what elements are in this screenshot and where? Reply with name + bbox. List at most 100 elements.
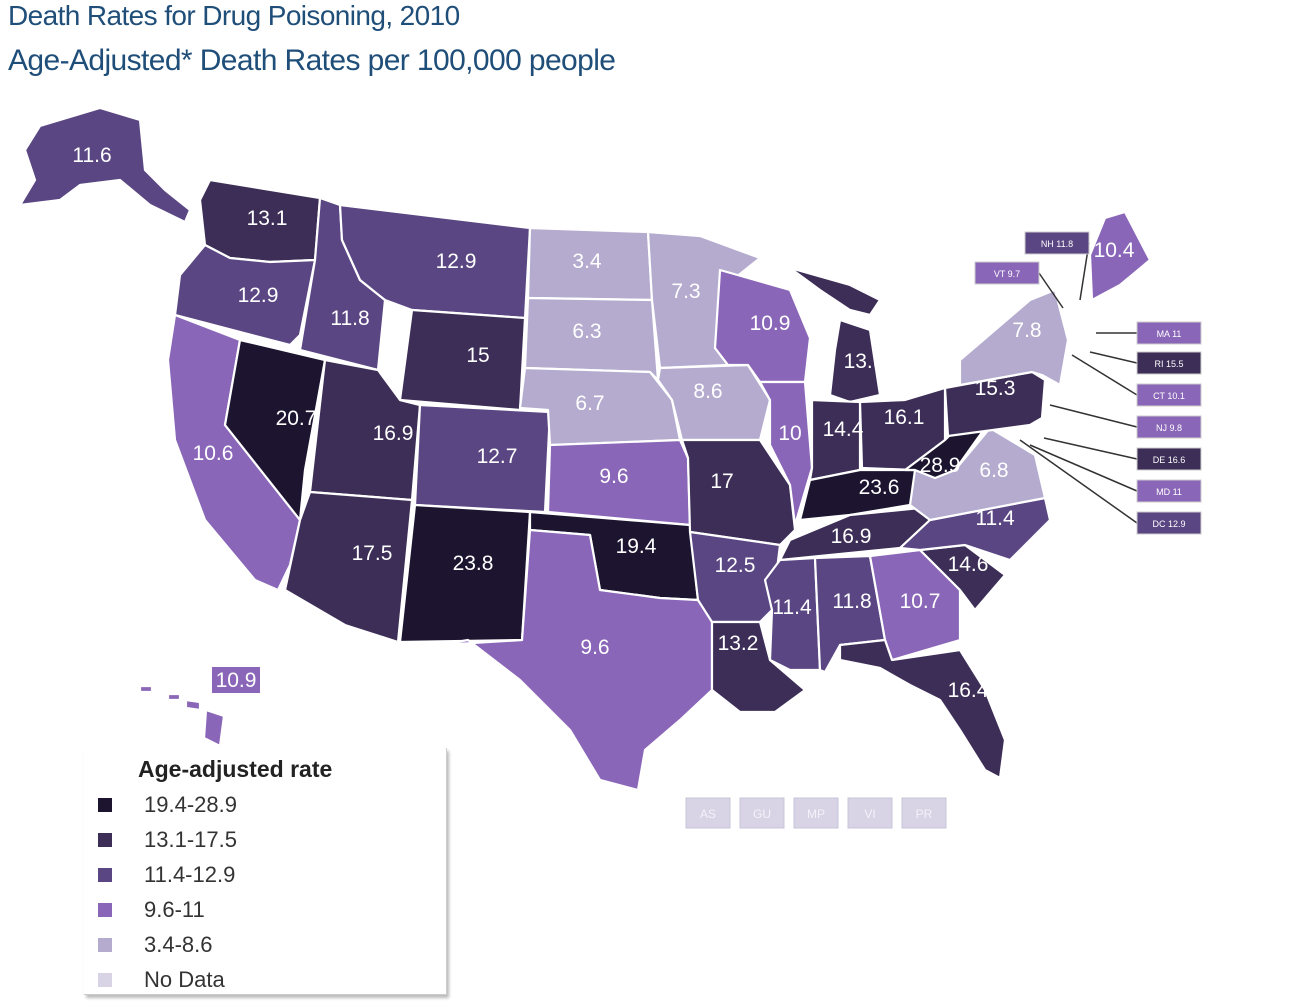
territory-label-mp: MP: [807, 807, 825, 821]
state-value-ms: 11.4: [772, 596, 812, 619]
state-ak: [18, 106, 192, 224]
callout-leader-ri: [1089, 351, 1138, 364]
state-value-ks: 9.6: [599, 465, 628, 488]
callout-label-nh: NH 11.8: [1041, 239, 1073, 249]
legend-swatch: [98, 903, 112, 917]
callout-leader-ct: [1071, 354, 1138, 396]
state-value-mn: 7.3: [671, 280, 700, 303]
territory-box-gu: [739, 797, 785, 829]
territory-label-vi: VI: [864, 807, 875, 821]
state-il: [758, 380, 814, 527]
state-value-sd: 6.3: [572, 320, 601, 343]
state-or: [173, 243, 317, 347]
state-value-or: 12.9: [238, 284, 279, 307]
state-value-mo: 17: [710, 470, 733, 493]
state-tx: [438, 528, 714, 792]
territory-box-as: [685, 797, 731, 829]
hawaii-label-box: [212, 667, 260, 693]
legend-title: Age-adjusted rate: [138, 756, 333, 782]
state-value-nm: 23.8: [453, 552, 494, 575]
callout-box-md: [1136, 479, 1202, 503]
state-value-ny: 7.8: [1012, 319, 1041, 342]
state-value-pa: 15.3: [975, 377, 1016, 400]
legend-swatch: [98, 833, 112, 847]
state-me: [1088, 210, 1152, 302]
state-value-wi: 10.9: [750, 312, 791, 335]
callout-box-de: [1136, 447, 1202, 471]
state-value-tx: 9.6: [580, 636, 609, 659]
state-value-ky: 23.6: [859, 476, 900, 499]
callout-box-ct: [1136, 383, 1202, 407]
callout-leader-nj: [1049, 404, 1138, 428]
state-value-wv: 28.9: [920, 454, 961, 477]
state-value-tn: 16.9: [831, 525, 872, 548]
state-value-oh: 16.1: [884, 406, 925, 429]
state-value-ia: 8.6: [693, 380, 722, 403]
territory-box-pr: [901, 797, 947, 829]
callout-box-vt: [974, 261, 1040, 285]
callout-box-nj: [1136, 415, 1202, 439]
legend: Age-adjusted rate 19.4-28.9 13.1-17.5 11.4…: [84, 748, 447, 995]
state-value-il: 10: [778, 422, 801, 445]
state-value-nv: 20.7: [276, 407, 317, 430]
state-value-hi: 10.9: [216, 669, 257, 692]
state-value-ut: 16.9: [373, 422, 414, 445]
state-value-wy: 15: [466, 344, 489, 367]
territory-label-pr: PR: [916, 807, 933, 821]
legend-swatch: [98, 868, 112, 882]
callout-label-nj: NJ 9.8: [1156, 423, 1182, 433]
state-value-ca: 10.6: [193, 442, 234, 465]
state-fl: [838, 638, 1007, 780]
legend-label: No Data: [144, 967, 225, 992]
state-nv: [223, 338, 327, 522]
state-value-in: 14.4: [823, 418, 864, 441]
state-value-nc: 11.4: [975, 507, 1015, 530]
callout-leader-dc: [1019, 439, 1138, 524]
legend-label: 13.1-17.5: [144, 827, 237, 852]
state-value-co: 12.7: [477, 445, 518, 468]
callout-box-ri: [1136, 351, 1202, 375]
state-value-az: 17.5: [352, 542, 393, 565]
state-value-la: 13.2: [718, 632, 759, 655]
state-wy: [398, 308, 527, 412]
state-az: [283, 490, 414, 644]
state-value-mt: 12.9: [436, 250, 477, 273]
territory-label-gu: GU: [753, 807, 771, 821]
state-value-mi: 13.9: [844, 350, 885, 373]
state-value-me: 10.4: [1094, 239, 1135, 262]
state-ny: [958, 288, 1070, 387]
legend-label: 19.4-28.9: [144, 792, 237, 817]
legend-label: 11.4-12.9: [144, 862, 236, 887]
callout-box-nh: [1024, 231, 1090, 255]
state-hi: [138, 684, 226, 748]
map-subtitle: Age-Adjusted* Death Rates per 100,000 pe…: [8, 44, 616, 77]
legend-swatch: [98, 798, 112, 812]
callout-label-ct: CT 10.1: [1153, 391, 1185, 401]
callout-leader-vt: [1038, 272, 1064, 309]
state-value-ar: 12.5: [715, 554, 756, 577]
state-value-al: 11.8: [832, 590, 871, 613]
state-co: [413, 403, 552, 514]
legend-swatch: [98, 938, 112, 952]
state-value-fl: 16.4: [948, 679, 989, 702]
state-mo: [680, 438, 797, 547]
callout-label-de: DE 16.6: [1153, 455, 1186, 465]
state-value-sc: 14.6: [948, 553, 989, 576]
state-value-ak: 11.6: [72, 144, 111, 167]
territory-box-vi: [847, 797, 893, 829]
callout-leader-de: [1043, 437, 1138, 460]
state-value-ne: 6.7: [575, 392, 604, 415]
territory-box-mp: [793, 797, 839, 829]
callout-box-ma: [1136, 321, 1202, 345]
callout-label-ma: MA 11: [1157, 329, 1182, 339]
state-value-ga: 10.7: [900, 590, 941, 613]
state-la: [710, 620, 807, 714]
state-value-va: 6.8: [979, 459, 1008, 482]
state-value-nd: 3.4: [572, 250, 602, 273]
legend-label: 3.4-8.6: [144, 932, 213, 957]
callout-label-ri: RI 15.5: [1154, 359, 1183, 369]
legend-label: 9.6-11: [144, 897, 205, 922]
callout-box-dc: [1136, 511, 1202, 535]
territory-label-as: AS: [700, 807, 716, 821]
